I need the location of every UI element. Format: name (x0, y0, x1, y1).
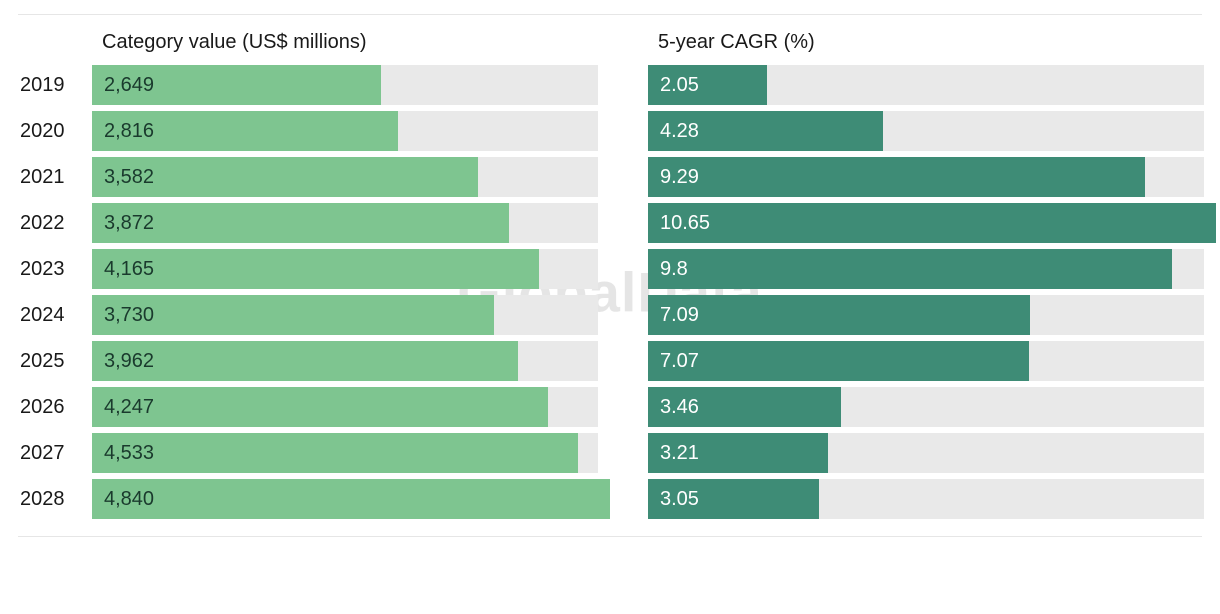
cagr-bar: 2.05 (648, 65, 767, 105)
table-row: 2019 2,649 2.05 (18, 62, 1202, 108)
value-bar: 3,582 (92, 157, 478, 197)
year-label: 2020 (18, 120, 92, 143)
table-row: 2025 3,962 7.07 (18, 338, 1202, 384)
value-bar: 3,730 (92, 295, 494, 335)
cagr-bar-track: 10.65 (648, 203, 1204, 243)
value-column-header: Category value (US$ millions) (92, 25, 598, 62)
cagr-bar: 3.05 (648, 479, 819, 519)
value-bar-track: 2,816 (92, 111, 598, 151)
cagr-bar-label: 2.05 (660, 74, 699, 97)
value-bar-track: 3,730 (92, 295, 598, 335)
value-bar-label: 2,816 (104, 120, 154, 143)
column-headers: Category value (US$ millions) 5-year CAG… (18, 25, 1202, 62)
year-label: 2026 (18, 396, 92, 419)
cagr-bar-track: 3.46 (648, 387, 1204, 427)
value-bar-label: 2,649 (104, 74, 154, 97)
cagr-bar-label: 3.21 (660, 442, 699, 465)
year-label: 2019 (18, 74, 92, 97)
value-bar-label: 4,840 (104, 488, 154, 511)
value-bar-track: 3,872 (92, 203, 598, 243)
cagr-bar-label: 3.46 (660, 396, 699, 419)
value-bar-track: 4,840 (92, 479, 598, 519)
year-label: 2025 (18, 350, 92, 373)
table-row: 2028 4,840 3.05 (18, 476, 1202, 522)
cagr-bar: 9.29 (648, 157, 1145, 197)
cagr-bar-track: 4.28 (648, 111, 1204, 151)
table-row: 2020 2,816 4.28 (18, 108, 1202, 154)
value-bar-track: 4,247 (92, 387, 598, 427)
value-bar-track: 2,649 (92, 65, 598, 105)
value-bar: 2,816 (92, 111, 398, 151)
table-row: 2027 4,533 3.21 (18, 430, 1202, 476)
cagr-bar-label: 3.05 (660, 488, 699, 511)
cagr-bar-label: 9.29 (660, 166, 699, 189)
table-row: 2026 4,247 3.46 (18, 384, 1202, 430)
value-bar: 4,840 (92, 479, 610, 519)
value-bar-label: 3,582 (104, 166, 154, 189)
cagr-bar: 7.07 (648, 341, 1029, 381)
value-bar-track: 4,533 (92, 433, 598, 473)
cagr-bar: 3.46 (648, 387, 841, 427)
cagr-bar-track: 7.09 (648, 295, 1204, 335)
cagr-bar-label: 10.65 (660, 212, 710, 235)
cagr-column-header: 5-year CAGR (%) (648, 25, 1204, 62)
cagr-bar-track: 3.05 (648, 479, 1204, 519)
value-bar-track: 4,165 (92, 249, 598, 289)
year-label: 2027 (18, 442, 92, 465)
table-row: 2023 4,165 9.8 (18, 246, 1202, 292)
year-label: 2023 (18, 258, 92, 281)
cagr-bar-track: 2.05 (648, 65, 1204, 105)
value-bar-track: 3,962 (92, 341, 598, 381)
value-bar-label: 3,962 (104, 350, 154, 373)
value-bar: 4,165 (92, 249, 539, 289)
value-bar: 3,872 (92, 203, 509, 243)
cagr-bar: 4.28 (648, 111, 883, 151)
cagr-bar-track: 9.29 (648, 157, 1204, 197)
top-rule (18, 14, 1202, 15)
table-row: 2021 3,582 9.29 (18, 154, 1202, 200)
value-bar-label: 4,533 (104, 442, 154, 465)
cagr-bar: 7.09 (648, 295, 1030, 335)
year-label: 2022 (18, 212, 92, 235)
table-row: 2024 3,730 7.09 (18, 292, 1202, 338)
bottom-rule (18, 536, 1202, 537)
cagr-bar-label: 9.8 (660, 258, 688, 281)
table-row: 2022 3,872 10.65 (18, 200, 1202, 246)
cagr-bar: 3.21 (648, 433, 828, 473)
cagr-bar: 9.8 (648, 249, 1172, 289)
cagr-bar: 10.65 (648, 203, 1216, 243)
value-bar: 3,962 (92, 341, 518, 381)
value-bar: 4,533 (92, 433, 578, 473)
cagr-bar-track: 9.8 (648, 249, 1204, 289)
value-bar-track: 3,582 (92, 157, 598, 197)
value-bar: 4,247 (92, 387, 548, 427)
value-bar-label: 3,730 (104, 304, 154, 327)
cagr-bar-track: 3.21 (648, 433, 1204, 473)
cagr-bar-label: 7.09 (660, 304, 699, 327)
cagr-bar-label: 4.28 (660, 120, 699, 143)
value-bar-label: 3,872 (104, 212, 154, 235)
year-label: 2021 (18, 166, 92, 189)
cagr-bar-track: 7.07 (648, 341, 1204, 381)
chart-rows: GlobalData 20192,6492.0520202,8164.28202… (18, 62, 1202, 522)
value-bar-label: 4,165 (104, 258, 154, 281)
cagr-bar-label: 7.07 (660, 350, 699, 373)
value-bar-label: 4,247 (104, 396, 154, 419)
year-label: 2028 (18, 488, 92, 511)
value-bar: 2,649 (92, 65, 381, 105)
year-label: 2024 (18, 304, 92, 327)
chart-container: Category value (US$ millions) 5-year CAG… (0, 14, 1220, 537)
